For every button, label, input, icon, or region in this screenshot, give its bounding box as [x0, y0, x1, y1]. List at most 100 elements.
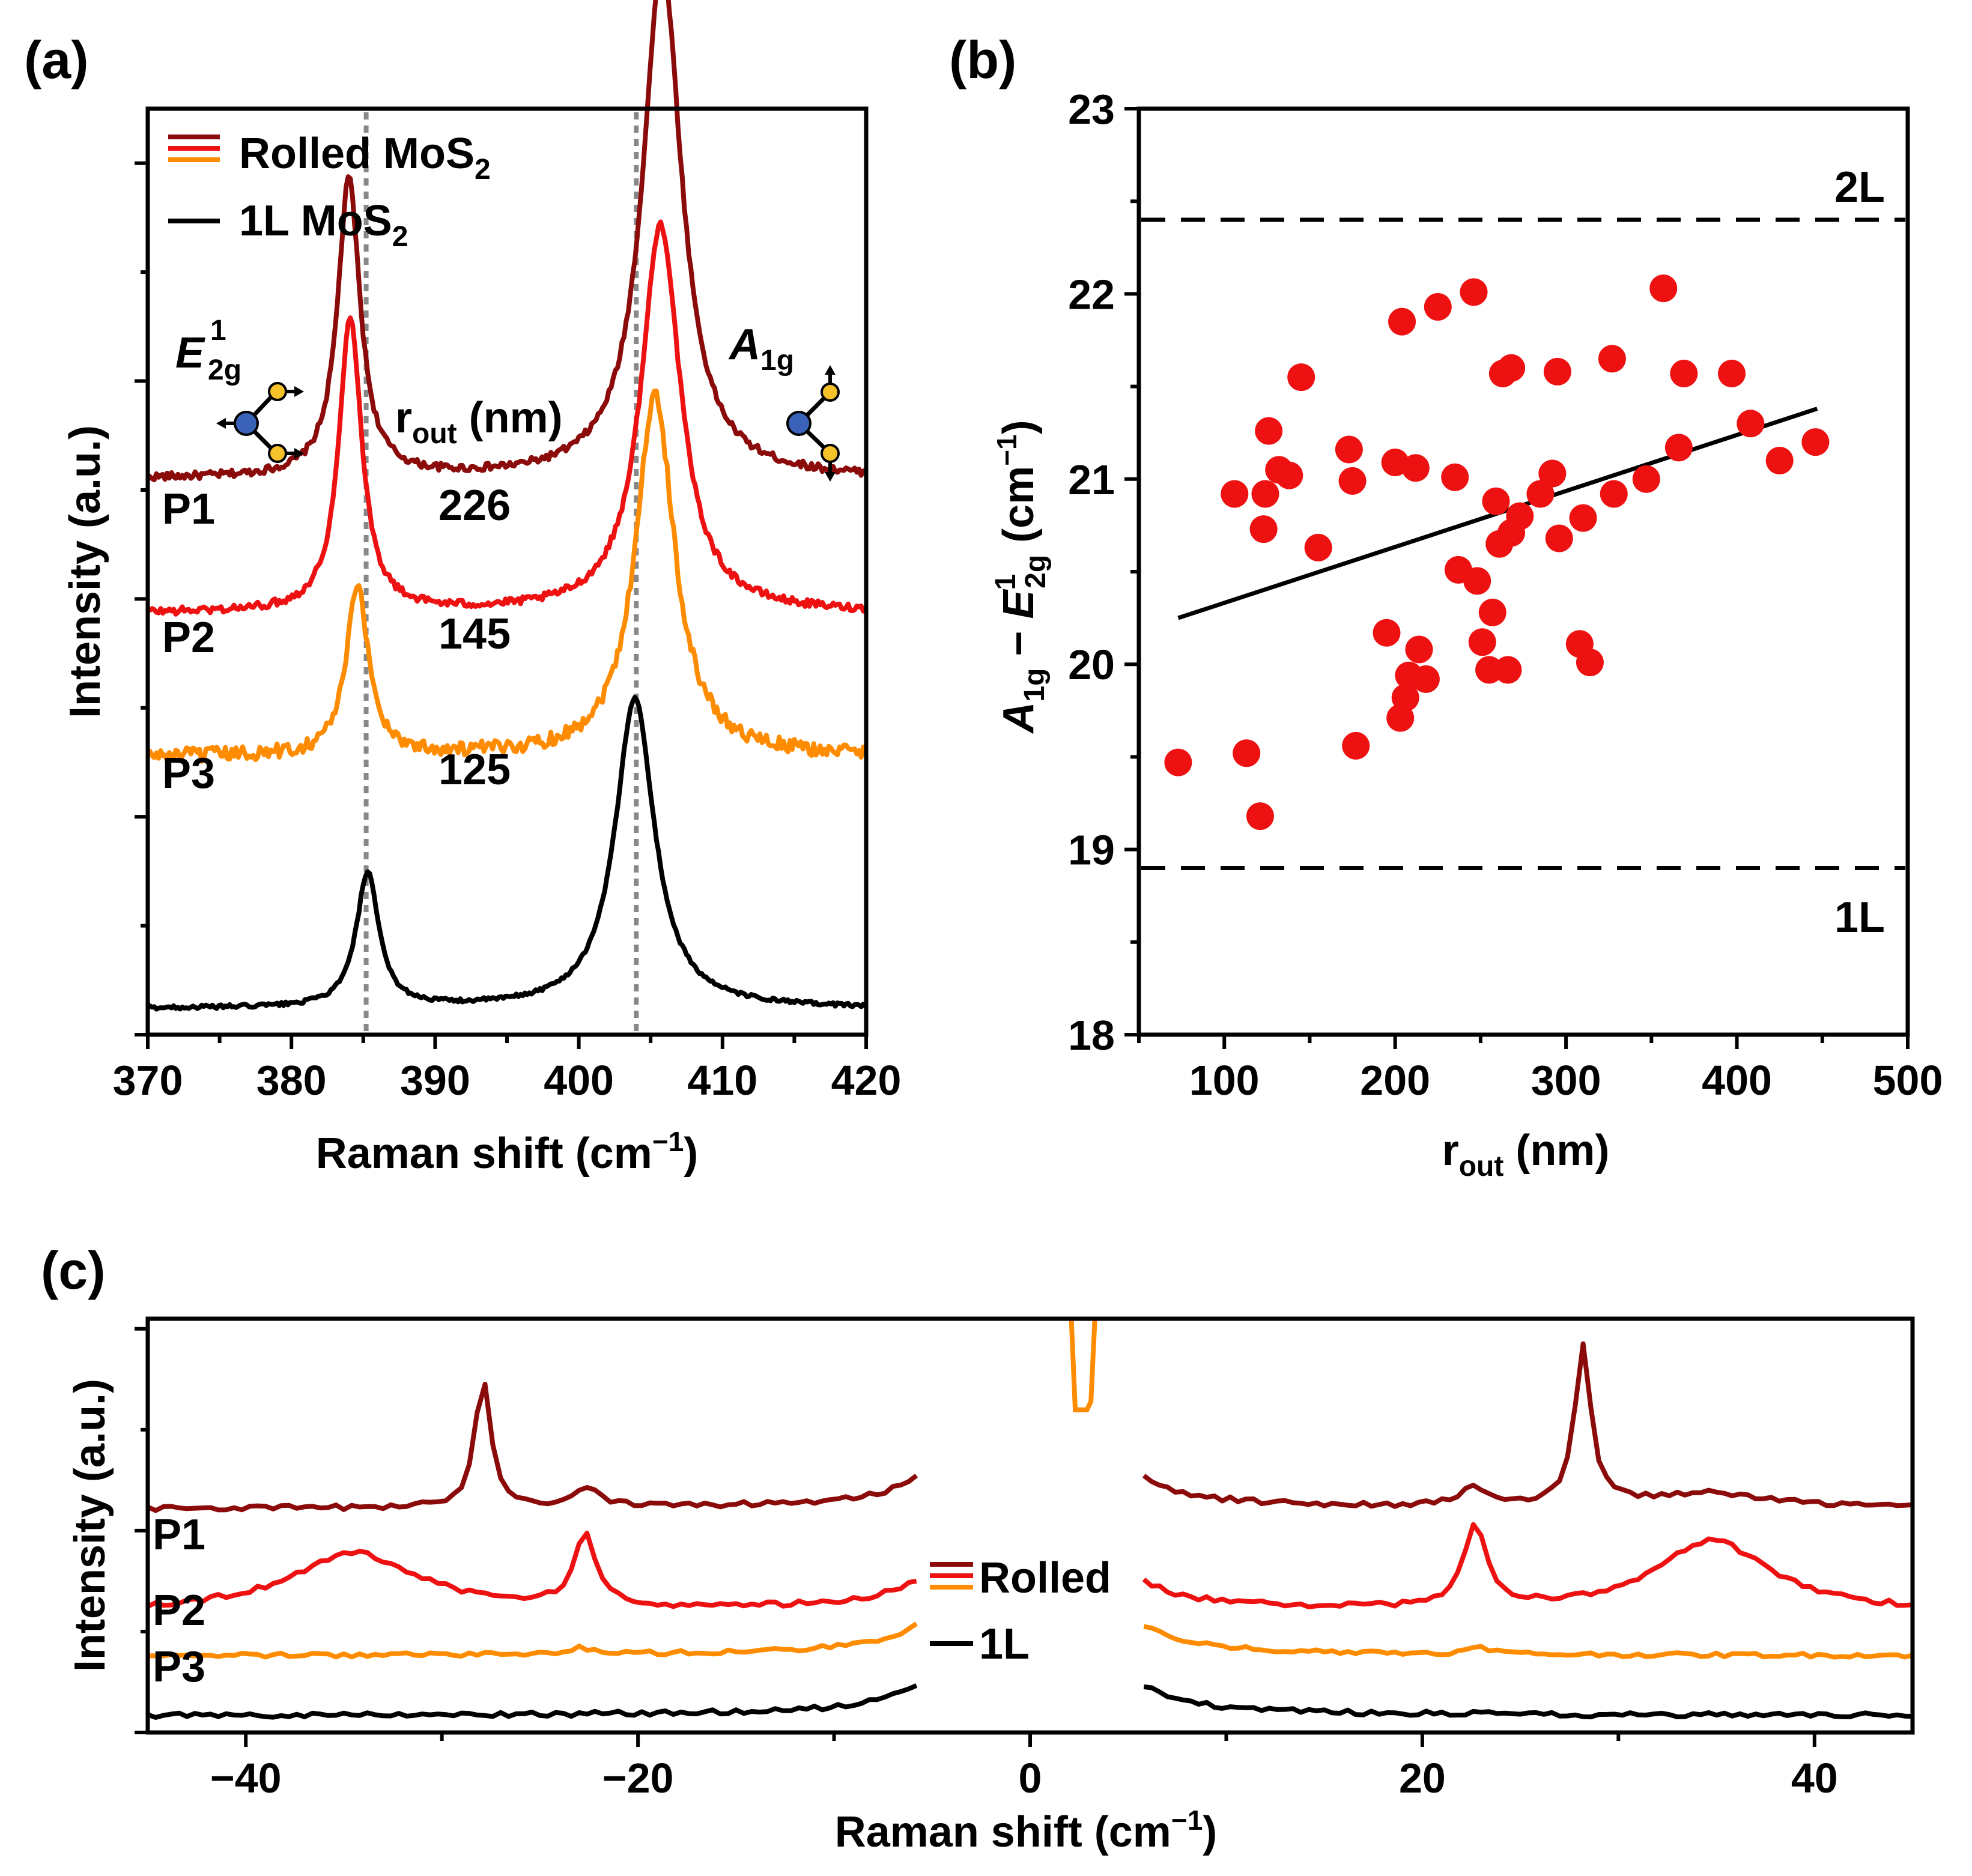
xtick-label-b: 300: [1531, 1057, 1601, 1104]
panel-a-axis: 370 380 390 400 410 420: [113, 161, 902, 1104]
scatter-point: [1545, 524, 1573, 552]
panel-c-ylabel: Intensity (a.u.): [66, 1379, 114, 1672]
legend-c-1l-label: 1L: [979, 1620, 1030, 1668]
panel-a-ylabel: Intensity (a.u.): [61, 425, 109, 718]
ytick-label-b: 19: [1068, 827, 1115, 874]
low-freq-spectrum-p2: [148, 1531, 917, 1609]
scatter-point: [1494, 656, 1522, 684]
scatter-point: [1441, 463, 1469, 491]
series-label-p3: P3: [162, 749, 215, 797]
scatter-point: [1543, 357, 1571, 386]
scatter-point: [1424, 292, 1452, 321]
xtick-label-a: 380: [256, 1057, 327, 1104]
xtick-label-c: 0: [1019, 1755, 1042, 1802]
xtick-label-a: 400: [544, 1057, 614, 1104]
scatter-point: [1600, 480, 1628, 508]
scatter-point: [1497, 354, 1526, 382]
scatter-point: [1765, 446, 1794, 474]
scatter-point: [1342, 731, 1370, 760]
laser-artifact-p3: [1069, 1319, 1097, 1412]
low-freq-spectrum-p1: [148, 1382, 918, 1513]
scatter-point: [1405, 635, 1433, 664]
scatter-point: [1463, 567, 1491, 595]
panel-c-label: (c): [41, 1241, 106, 1300]
scatter-point: [1538, 459, 1567, 488]
scatter-point: [1373, 619, 1401, 647]
panel-c-frame: [145, 1316, 1915, 1735]
scatter-point: [1246, 802, 1274, 831]
panel-b-ylabel: A1g − E12g (cm−1): [990, 420, 1052, 734]
scatter-point: [1649, 274, 1678, 303]
scatter-point: [1287, 363, 1315, 392]
xtick-label-a: 420: [831, 1057, 902, 1104]
scatter-point: [1478, 598, 1506, 626]
spectrum-p3: [145, 389, 868, 764]
scatter-point: [1482, 487, 1510, 515]
xtick-label-b: 100: [1189, 1057, 1260, 1104]
ytick-label-b: 20: [1068, 641, 1115, 688]
legend-1l-label: 1L MoS2: [239, 197, 408, 253]
ytick-label-b: 22: [1068, 271, 1115, 318]
scatter-point: [1670, 360, 1698, 388]
rout-value-p3: 125: [438, 746, 511, 794]
xtick-label-c: 20: [1399, 1755, 1446, 1802]
low-freq-spectrum-1l: [148, 1683, 918, 1720]
series-label-c-p3: P3: [153, 1643, 205, 1691]
xtick-label-a: 370: [113, 1057, 183, 1104]
spectrum-1l: [146, 695, 867, 1012]
ytick-label-b: 23: [1068, 86, 1115, 133]
scatter-point: [1338, 467, 1367, 495]
scatter-point: [1233, 739, 1261, 767]
panel-a-frame: [145, 106, 869, 1037]
scatter-point: [1718, 360, 1746, 388]
rout-value-p2: 145: [438, 610, 511, 658]
series-label-c-p1: P1: [153, 1511, 205, 1559]
panel-b-frame: [1136, 106, 1910, 1037]
ref-label-1l: 1L: [1834, 894, 1885, 942]
ytick-label-b: 18: [1068, 1012, 1115, 1059]
legend-rolled-label: Rolled MoS2: [239, 130, 491, 186]
scatter-point: [1401, 454, 1430, 482]
panel-c-legend: Rolled 1L: [930, 1554, 1111, 1668]
panel-a-label: (a): [24, 30, 89, 89]
panel-b-xlabel: rout (nm): [1442, 1127, 1610, 1182]
xtick-label-a: 410: [687, 1057, 757, 1104]
low-freq-spectrum-1l: [1143, 1684, 1913, 1720]
scatter-point: [1412, 665, 1440, 693]
panel-c-axis: −40 −20 0 20 40: [135, 1327, 1838, 1802]
scatter-point: [1164, 748, 1192, 776]
ytick-label-b: 21: [1068, 456, 1115, 503]
scatter-point: [1251, 480, 1279, 508]
series-label-c-p2: P2: [153, 1587, 205, 1635]
xtick-label-b: 500: [1873, 1057, 1943, 1104]
panel-a-legend: Rolled MoS2 1L MoS2: [168, 130, 491, 253]
rout-value-p1: 226: [438, 482, 511, 530]
panel-b-label: (b): [949, 30, 1016, 89]
panel-b: (b) 100 200 300 400 500 18 19 20 21 22 23 2L 1L ro…: [949, 30, 1943, 1182]
scatter-point: [1255, 417, 1283, 445]
scatter-point: [1598, 345, 1626, 373]
scatter-point: [1388, 307, 1416, 336]
spectrum-p1: [146, 0, 867, 483]
low-freq-spectrum-p2: [1142, 1522, 1913, 1609]
panel-b-reference-lines: [1141, 217, 1905, 870]
low-freq-spectrum-p1: [1142, 1341, 1913, 1509]
spectrum-p2: [147, 219, 868, 617]
scatter-point: [1664, 434, 1693, 462]
xtick-label-b: 400: [1702, 1057, 1772, 1104]
panel-c-spectra: [148, 1319, 1913, 1720]
a1g-vibration-icon: [786, 365, 840, 482]
e2g-vibration-icon: [216, 382, 304, 463]
xtick-label-b: 200: [1360, 1057, 1430, 1104]
mode-e2g-label: E 1 2g: [175, 315, 241, 386]
scatter-point: [1569, 504, 1597, 532]
panel-c: (c) −40 −20 0 20 40 P1 P2 P3 Rolled 1L Raman…: [41, 1241, 1915, 1856]
panel-c-xlabel: Raman shift (cm−1): [835, 1805, 1218, 1856]
mode-a1g-label: A1g: [728, 321, 794, 377]
rout-header: rout (nm): [395, 394, 563, 450]
panel-b-axis: 100 200 300 400 500 18 19 20 21 22 23: [1068, 86, 1943, 1104]
xtick-label-a: 390: [400, 1057, 470, 1104]
scatter-point: [1632, 465, 1660, 493]
scatter-point: [1576, 649, 1604, 677]
